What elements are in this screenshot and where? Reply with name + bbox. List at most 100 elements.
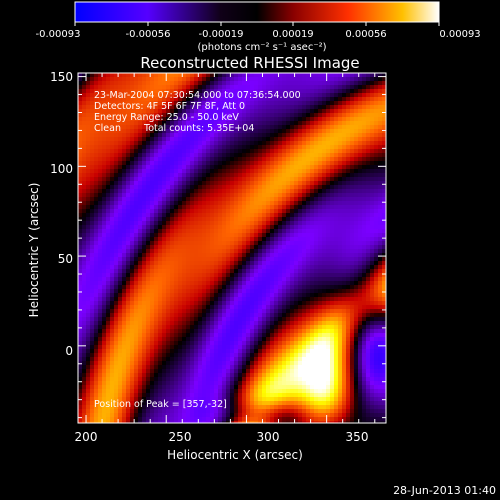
heatmap-cell	[158, 241, 163, 246]
heatmap-cell	[294, 285, 299, 290]
heatmap-cell	[230, 365, 235, 370]
heatmap-cell	[130, 409, 135, 414]
heatmap-cell	[294, 181, 299, 186]
heatmap-cell	[222, 397, 227, 402]
heatmap-cell	[146, 109, 151, 114]
heatmap-cell	[126, 373, 131, 378]
heatmap-cell	[278, 321, 283, 326]
heatmap-cell	[246, 217, 251, 222]
heatmap-cell	[86, 317, 91, 322]
heatmap-cell	[94, 169, 99, 174]
heatmap-cell	[174, 133, 179, 138]
heatmap-cell	[126, 321, 131, 326]
heatmap-cell	[158, 97, 163, 102]
heatmap-cell	[150, 81, 155, 86]
heatmap-cell	[294, 161, 299, 166]
heatmap-cell	[166, 89, 171, 94]
heatmap-cell	[298, 413, 303, 418]
heatmap-cell	[194, 245, 199, 250]
heatmap-cell	[270, 317, 275, 322]
heatmap-cell	[202, 157, 207, 162]
heatmap-cell	[290, 101, 295, 106]
heatmap-cell	[138, 129, 143, 134]
heatmap-cell	[270, 361, 275, 366]
heatmap-cell	[234, 189, 239, 194]
heatmap-cell	[162, 381, 167, 386]
heatmap-cell	[298, 141, 303, 146]
heatmap-cell	[162, 285, 167, 290]
heatmap-cell	[138, 241, 143, 246]
heatmap-cell	[230, 277, 235, 282]
heatmap-cell	[170, 293, 175, 298]
heatmap-cell	[266, 125, 271, 130]
heatmap-cell	[82, 293, 87, 298]
heatmap-cell	[102, 257, 107, 262]
heatmap-cell	[150, 325, 155, 330]
heatmap-cell	[230, 169, 235, 174]
heatmap-cell	[78, 329, 83, 334]
heatmap-cell	[126, 401, 131, 406]
heatmap-cell	[138, 205, 143, 210]
heatmap-cell	[226, 189, 231, 194]
heatmap-cell	[278, 97, 283, 102]
heatmap-cell	[102, 385, 107, 390]
heatmap-cell	[294, 329, 299, 334]
heatmap-cell	[250, 305, 255, 310]
heatmap-cell	[278, 405, 283, 410]
heatmap-cell	[166, 237, 171, 242]
heatmap-cell	[126, 313, 131, 318]
heatmap-cell	[94, 129, 99, 134]
heatmap-cell	[146, 389, 151, 394]
heatmap-cell	[150, 173, 155, 178]
heatmap-cell	[82, 169, 87, 174]
heatmap-cell	[250, 97, 255, 102]
heatmap-cell	[250, 201, 255, 206]
heatmap-cell	[146, 173, 151, 178]
heatmap-cell	[130, 121, 135, 126]
heatmap-cell	[142, 93, 147, 98]
heatmap-cell	[134, 377, 139, 382]
heatmap-cell	[290, 85, 295, 90]
heatmap-cell	[126, 361, 131, 366]
heatmap-cell	[206, 145, 211, 150]
heatmap-cell	[238, 249, 243, 254]
heatmap-cell	[290, 93, 295, 98]
heatmap-cell	[222, 149, 227, 154]
heatmap-cell	[150, 209, 155, 214]
heatmap-cell	[274, 93, 279, 98]
heatmap-cell	[98, 333, 103, 338]
heatmap-cell	[178, 389, 183, 394]
heatmap-cell	[194, 389, 199, 394]
heatmap-cell	[98, 237, 103, 242]
heatmap-cell	[282, 201, 287, 206]
heatmap-cell	[186, 397, 191, 402]
heatmap-cell	[214, 193, 219, 198]
heatmap-cell	[238, 333, 243, 338]
heatmap-cell	[230, 301, 235, 306]
heatmap-cell	[142, 309, 147, 314]
heatmap-cell	[278, 305, 283, 310]
heatmap-cell	[202, 365, 207, 370]
heatmap-cell	[210, 285, 215, 290]
heatmap-cell	[150, 381, 155, 386]
heatmap-cell	[158, 201, 163, 206]
heatmap-cell	[86, 181, 91, 186]
heatmap-cell	[226, 213, 231, 218]
heatmap-cell	[126, 201, 131, 206]
heatmap-cell	[190, 273, 195, 278]
heatmap-cell	[138, 329, 143, 334]
heatmap-cell	[138, 221, 143, 226]
heatmap-cell	[190, 333, 195, 338]
heatmap-cell	[226, 337, 231, 342]
heatmap-cell	[78, 241, 83, 246]
heatmap-cell	[114, 221, 119, 226]
heatmap-cell	[190, 93, 195, 98]
heatmap-cell	[106, 81, 111, 86]
heatmap-cell	[202, 277, 207, 282]
heatmap-cell	[194, 249, 199, 254]
heatmap-cell	[106, 293, 111, 298]
heatmap-cell	[250, 153, 255, 158]
heatmap-cell	[254, 417, 259, 422]
heatmap-cell	[82, 221, 87, 226]
heatmap-cell	[114, 377, 119, 382]
